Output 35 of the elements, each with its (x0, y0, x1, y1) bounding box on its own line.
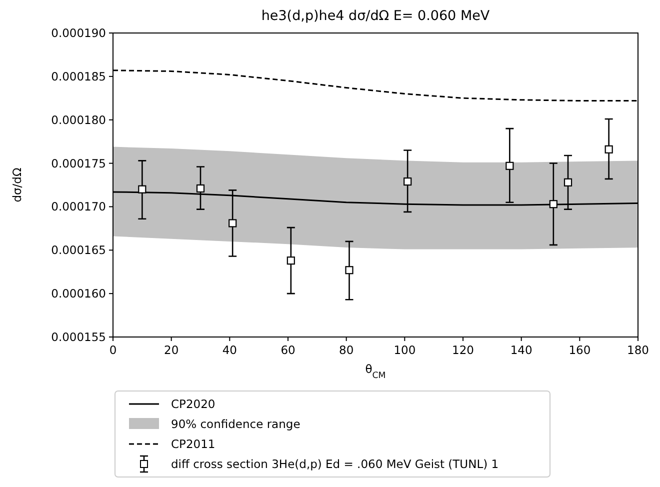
text: 90% confidence range (171, 417, 300, 432)
y-tick-label: 0.000165 (51, 243, 106, 258)
y-tick-label: 0.000185 (51, 69, 106, 84)
x-tick-label: 180 (627, 343, 649, 357)
x-tick-label: 80 (339, 343, 354, 357)
point (549, 200, 558, 208)
x-tick-label: 120 (452, 343, 474, 357)
x-tick-label: 40 (222, 343, 237, 357)
x-axis-title: θ$_{CM}$ (365, 362, 386, 381)
x-tick-label: 20 (164, 343, 179, 357)
x-tick-label: 100 (394, 343, 416, 357)
x-tick-label: 60 (280, 343, 296, 357)
x-tick-label: 0 (109, 343, 117, 357)
y-tick-label: 0.000175 (51, 156, 106, 170)
point (604, 145, 613, 154)
y-tick-label: 0.000170 (51, 200, 106, 214)
y-tick-label: 0.000155 (51, 330, 106, 344)
point (345, 266, 354, 274)
legend-label: diff cross section 3He(d,p) Ed = .060 MeV Geist (TUNL) 1 (171, 457, 499, 472)
point (564, 178, 572, 186)
y-axis-title: dσ/dΩ (10, 168, 24, 202)
x-tick-label: 140 (510, 343, 532, 357)
y-tick-label: 0.000180 (51, 112, 106, 127)
legend-label: CP2011 (171, 437, 216, 452)
point (286, 256, 295, 265)
chart-title: he3(d,p)he4 dσ/dΩ E= 0.060 MeV (261, 8, 490, 24)
legend-label: CP2020 (171, 397, 216, 412)
point (404, 177, 412, 186)
y-tick-label: 0.000160 (51, 286, 106, 301)
x-tick-label: 160 (568, 343, 591, 357)
point (506, 162, 514, 170)
point (138, 185, 146, 194)
point (228, 219, 237, 228)
y-tick-label: 0.000190 (51, 26, 106, 40)
point (196, 184, 205, 193)
